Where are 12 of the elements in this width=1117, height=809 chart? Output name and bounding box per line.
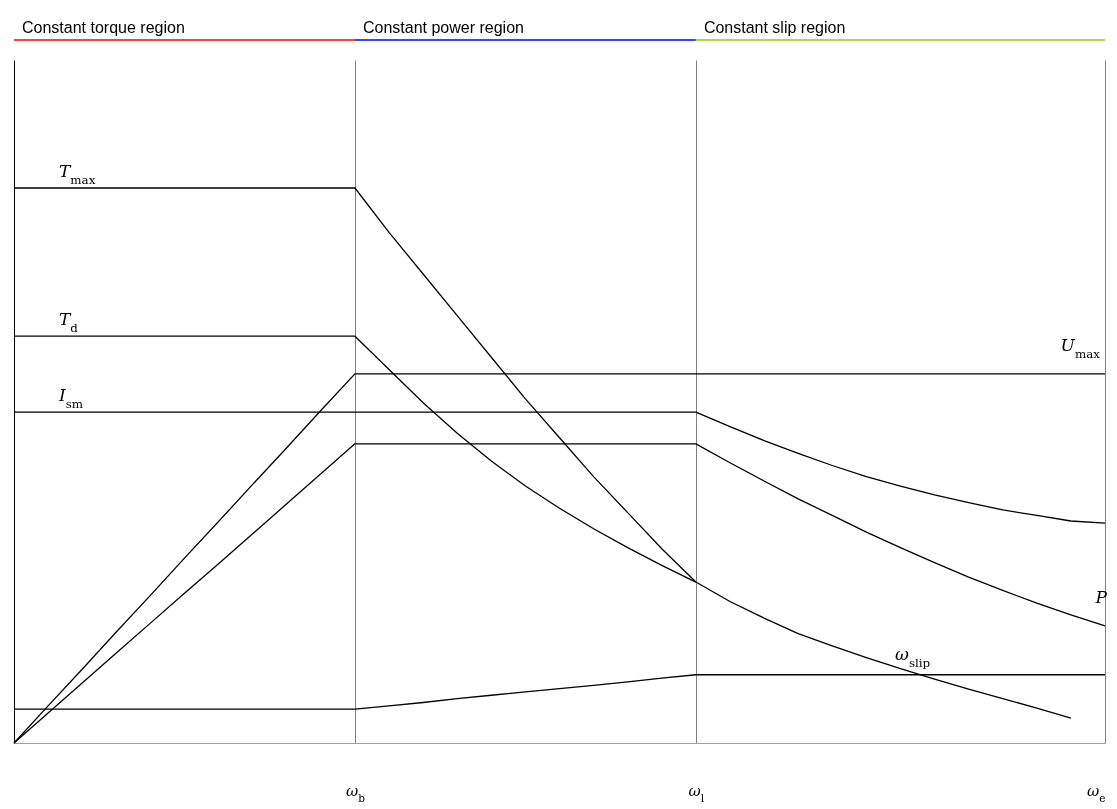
series-label: P bbox=[1094, 586, 1108, 607]
series-label: I$_{sm}$ bbox=[58, 385, 84, 412]
x-tick-label: ω$_{b}$ bbox=[345, 781, 366, 804]
series-label: U$_{max}$ bbox=[1060, 334, 1101, 361]
text: Constant slip region bbox=[703, 19, 846, 36]
series-label: ω$_{slip}$ bbox=[895, 643, 931, 670]
series-label: T$_{max}$ bbox=[59, 161, 96, 187]
x-tick-label: ω$_{e}$ bbox=[1087, 781, 1106, 804]
text: Constant torque region bbox=[22, 19, 185, 36]
series-label: T$_{d}$ bbox=[59, 309, 79, 336]
x-tick-label: ω$_{l}$ bbox=[688, 781, 705, 804]
text: Constant power region bbox=[362, 19, 524, 36]
